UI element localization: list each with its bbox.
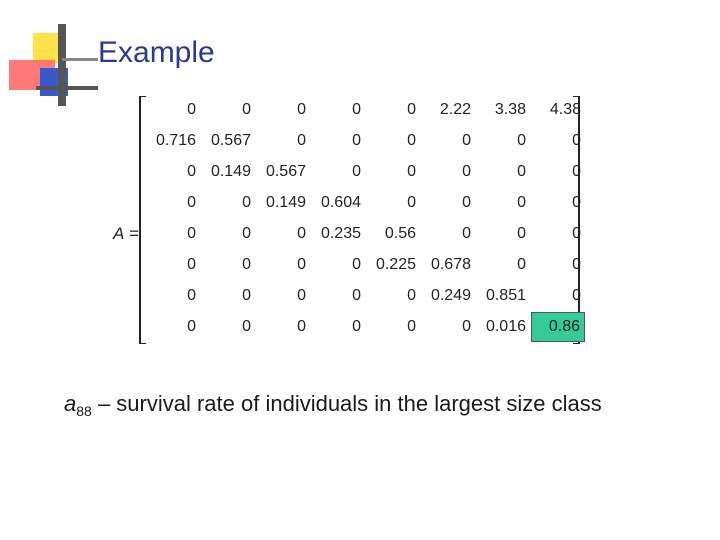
matrix-cell-highlighted: 0.86 [531,312,585,342]
caption-variable: a [64,391,77,416]
matrix-cell: 0.567 [210,132,251,149]
matrix-cell: 0 [242,194,251,211]
matrix-cell: 0.149 [265,194,306,211]
matrix-cell: 0 [352,256,361,273]
matrix-cell: 0 [517,132,526,149]
matrix-cell: 0 [187,194,196,211]
matrix-cell: 0 [187,101,196,118]
matrix-cell: 0 [297,101,306,118]
matrix-cell: 0 [462,318,471,335]
matrix-cell: 0 [407,318,416,335]
matrix-cell: 0 [462,163,471,180]
matrix-cell: 0 [297,132,306,149]
matrix-cell: 0 [187,287,196,304]
matrix-cell: 0 [572,256,581,273]
matrix-cell: 0 [517,256,526,273]
matrix-cell: 0 [187,225,196,242]
matrix-cell: 0 [407,194,416,211]
matrix-cell: 0 [352,132,361,149]
matrix-cell: 3.38 [494,101,526,118]
caption-subscript: 88 [76,403,92,419]
matrix-cell: 0.235 [320,225,361,242]
matrix-cell: 0 [187,318,196,335]
matrix-cell: 0 [242,101,251,118]
matrix-cell: 0 [352,163,361,180]
matrix-cell: 0 [187,256,196,273]
matrix-cell: 2.22 [439,101,471,118]
matrix-cell: 0 [407,132,416,149]
matrix-cell: 0 [462,225,471,242]
matrix-cell: 0 [407,163,416,180]
matrix-cell: 0.567 [265,163,306,180]
matrix-cell: 0.249 [430,287,471,304]
matrix-cell: 0.016 [485,318,526,335]
matrix-cell: 0 [187,163,196,180]
matrix-cell: 0 [572,225,581,242]
matrix-left-bracket [139,96,146,344]
matrix-label: A = [113,224,139,244]
matrix-cell: 0.716 [155,132,196,149]
matrix-cell: 0 [297,318,306,335]
matrix-cell: 0.56 [384,225,416,242]
matrix-right-bracket [573,96,580,344]
matrix-equals: = [124,224,139,243]
matrix-cell: 0 [352,287,361,304]
matrix-cell: 4.38 [549,101,581,118]
slide-title: Example [98,36,215,69]
caption-text: – survival rate of individuals in the la… [91,391,602,416]
matrix-cell: 0 [352,101,361,118]
matrix-cell: 0 [297,287,306,304]
matrix-symbol: A [113,224,125,243]
matrix-cell: 0 [242,225,251,242]
matrix-cell: 0.604 [320,194,361,211]
matrix-cell: 0 [407,101,416,118]
matrix-cell: 0.678 [430,256,471,273]
matrix-cell: 0 [462,132,471,149]
matrix-cell: 0 [517,163,526,180]
matrix-cell: 0 [242,256,251,273]
caption: a88 – survival rate of individuals in th… [64,391,602,419]
matrix-cell: 0 [352,318,361,335]
matrix-cell: 0.149 [210,163,251,180]
matrix-cell: 0 [242,287,251,304]
matrix-cell: 0 [572,163,581,180]
matrix-cell: 0 [572,287,581,304]
matrix-cell: 0 [297,225,306,242]
slide-decoration-logo [9,24,98,106]
matrix-cell: 0 [462,194,471,211]
matrix-cell: 0 [407,287,416,304]
matrix-cell: 0 [572,132,581,149]
matrix-cell: 0 [297,256,306,273]
matrix-cell: 0 [517,225,526,242]
matrix-cell: 0 [517,194,526,211]
matrix-cell: 0 [242,318,251,335]
matrix-cell: 0.851 [485,287,526,304]
matrix-cell: 0.225 [375,256,416,273]
matrix-cell: 0 [572,194,581,211]
